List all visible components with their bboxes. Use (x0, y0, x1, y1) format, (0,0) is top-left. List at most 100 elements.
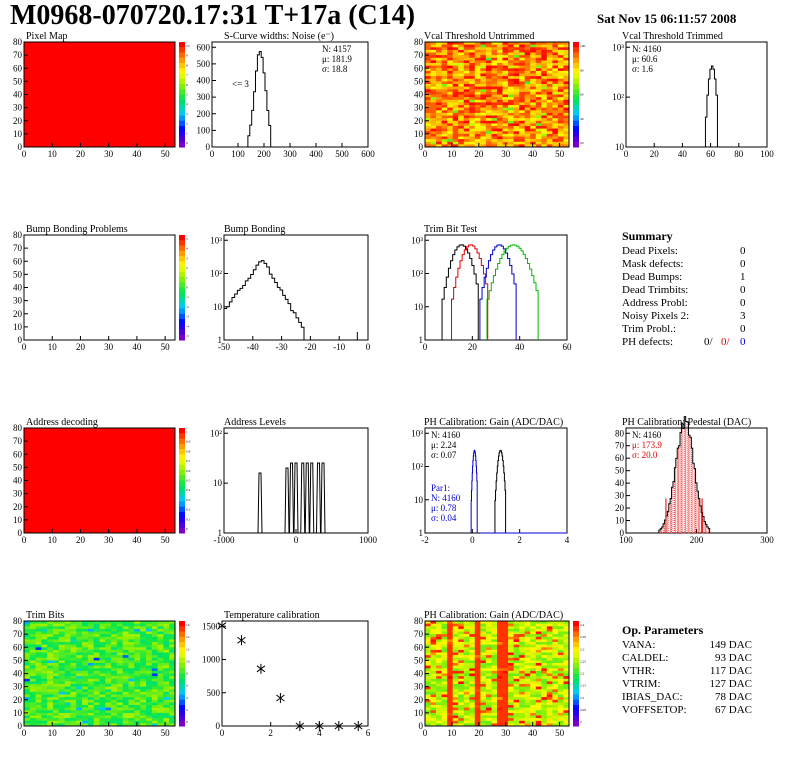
map-cell (151, 699, 158, 703)
palette-cell (573, 42, 579, 48)
map-cell (519, 723, 526, 727)
map-cell (430, 84, 437, 87)
map-cell (524, 644, 531, 648)
map-cell (463, 76, 470, 80)
map-cell (151, 691, 158, 695)
map-cell (485, 76, 492, 80)
map-cell (519, 712, 526, 716)
map-cell (436, 718, 442, 722)
map-cell (480, 78, 487, 82)
map-cell (458, 647, 465, 651)
map-cell (93, 720, 100, 724)
map-cell (452, 42, 459, 45)
map-cell (502, 73, 509, 77)
map-cell (122, 707, 129, 711)
map-cell (463, 720, 470, 724)
map-cell (47, 694, 54, 698)
map-cell (563, 723, 570, 727)
map-cell (70, 705, 77, 708)
palette-cell (179, 105, 185, 111)
map-cell (530, 655, 537, 659)
map-cell (546, 712, 553, 716)
map-cell (513, 642, 520, 645)
map-cell (58, 639, 65, 643)
map-cell (474, 65, 481, 69)
map-cell (146, 678, 153, 682)
map-cell (70, 673, 77, 677)
map-cell (134, 715, 141, 719)
map-cell (502, 68, 509, 72)
map-cell (541, 699, 548, 703)
map-cell (157, 626, 164, 630)
map-cell (436, 52, 442, 56)
map-cell (541, 657, 548, 661)
y-tick-label: 1000 (202, 655, 221, 665)
map-cell (105, 665, 112, 669)
map-cell (469, 91, 476, 95)
palette-label: 0.3 (186, 498, 191, 502)
map-cell (557, 652, 564, 656)
map-cell (29, 689, 36, 693)
map-cell (58, 702, 65, 706)
map-cell (513, 647, 520, 651)
map-cell (474, 670, 481, 674)
map-cell (485, 123, 492, 127)
map-cell (530, 702, 537, 706)
map-cell (64, 628, 71, 632)
map-cell (508, 115, 514, 119)
map-cell (47, 689, 54, 693)
map-cell (491, 657, 498, 661)
map-cell (469, 97, 476, 101)
panel-title: Bump Bonding Problems (26, 224, 128, 235)
map-cell (169, 623, 176, 627)
map-cell (58, 626, 65, 630)
map-cell (430, 63, 437, 66)
map-cell (447, 697, 454, 701)
map-cell (425, 628, 431, 632)
map-cell (430, 623, 437, 627)
palette-label: 3 (186, 256, 188, 260)
map-cell (458, 94, 465, 98)
map-cell (513, 676, 520, 680)
panel-title: Trim Bits (26, 610, 64, 621)
map-cell (436, 697, 442, 701)
op-param-label: VTHR: (622, 665, 655, 677)
map-cell (474, 63, 481, 66)
map-cell (541, 712, 548, 716)
map-cell (485, 636, 492, 640)
y-tick-label: 10 (615, 142, 625, 152)
map-cell (35, 697, 42, 701)
map-cell (469, 681, 476, 685)
y-tick-label: 500 (207, 688, 221, 698)
map-cell (157, 676, 164, 680)
map-cell (480, 128, 487, 132)
map-cell (502, 647, 509, 651)
y-tick-label: 80 (13, 230, 23, 240)
map-cell (441, 60, 448, 64)
map-cell (535, 642, 542, 645)
map-cell (519, 44, 526, 48)
map-cell (76, 621, 83, 624)
map-cell (508, 621, 514, 624)
map-cell (47, 628, 54, 632)
map-cell (29, 723, 36, 727)
map-cell (557, 699, 564, 703)
map-cell (519, 684, 526, 687)
map-cell (552, 57, 559, 61)
map-cell (447, 668, 454, 672)
map-cell (99, 628, 106, 632)
map-cell (29, 639, 36, 643)
map-cell (41, 718, 48, 722)
map-cell (474, 686, 481, 690)
map-cell (480, 55, 487, 59)
map-cell (508, 70, 514, 74)
y-tick-label: 0 (18, 142, 23, 152)
map-cell (508, 681, 514, 685)
map-cell (151, 723, 158, 727)
map-cell (116, 710, 124, 714)
map-cell (425, 86, 431, 90)
map-cell (134, 634, 141, 638)
map-cell (58, 689, 65, 693)
map-cell (436, 68, 442, 72)
